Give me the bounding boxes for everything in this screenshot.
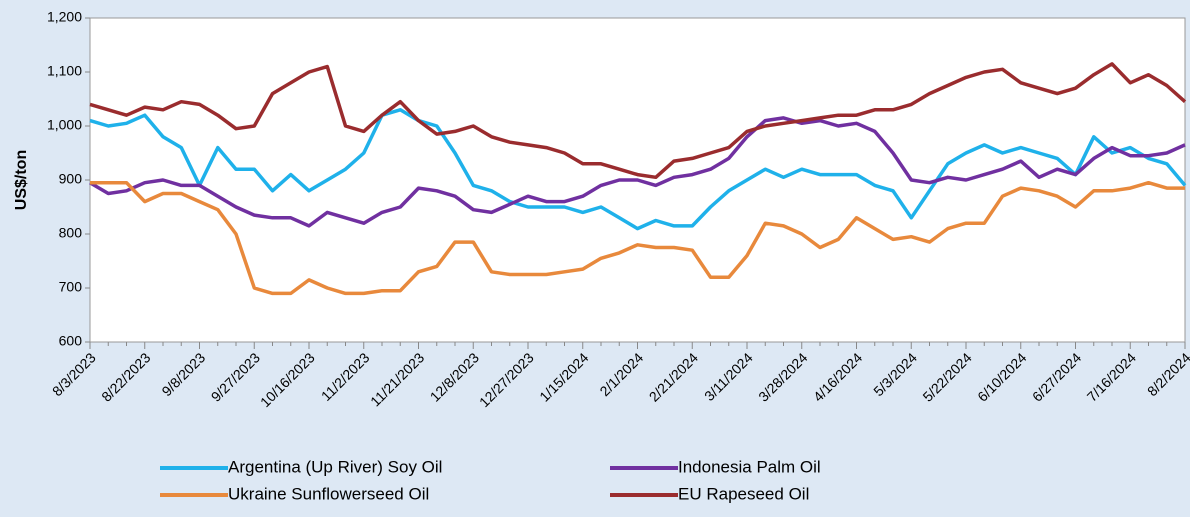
y-tick-label: 900 [59, 171, 83, 187]
x-tick-label: 2/21/2024 [646, 349, 702, 405]
x-tick-label: 11/21/2023 [367, 349, 427, 409]
x-tick-label: 5/22/2024 [919, 349, 975, 405]
x-tick-label: 12/8/2023 [427, 349, 483, 405]
y-tick-label: 600 [59, 333, 83, 349]
x-tick-label: 1/15/2024 [536, 349, 592, 405]
series-line [90, 180, 1185, 296]
x-tick-label: 9/8/2023 [158, 349, 208, 399]
x-tick-label: 12/27/2023 [476, 349, 537, 410]
x-tick-label: 2/1/2024 [596, 349, 646, 399]
x-tick-label: 11/2/2023 [318, 349, 373, 404]
y-tick-label: 1,100 [47, 63, 82, 79]
x-tick-label: 7/16/2024 [1084, 349, 1140, 405]
legend-label: Indonesia Palm Oil [678, 457, 821, 476]
x-tick-label: 3/28/2024 [755, 349, 811, 405]
series-line [89, 108, 1187, 231]
x-tick-label: 3/11/2024 [701, 349, 756, 404]
x-tick-label: 10/16/2023 [257, 349, 318, 410]
x-tick-label: 8/2/2024 [1144, 349, 1190, 399]
legend-label: Ukraine Sunflowerseed Oil [228, 484, 429, 503]
x-tick-label: 8/22/2023 [98, 349, 154, 405]
x-tick-label: 5/3/2024 [870, 349, 920, 399]
legend-label: Argentina (Up River) Soy Oil [228, 457, 442, 476]
x-tick-label: 9/27/2023 [208, 349, 264, 405]
x-tick-label: 6/27/2024 [1029, 349, 1085, 405]
y-tick-label: 1,200 [47, 9, 82, 25]
x-tick-label: 6/10/2024 [974, 349, 1030, 405]
x-tick-label: 8/3/2023 [49, 349, 99, 399]
series-line [89, 116, 1186, 228]
y-tick-label: 800 [59, 225, 83, 241]
series-line [89, 62, 1187, 180]
y-axis-label: US$/ton [13, 150, 30, 210]
y-tick-label: 700 [59, 279, 83, 295]
legend-label: EU Rapeseed Oil [678, 484, 809, 503]
y-tick-label: 1,000 [47, 117, 82, 133]
x-tick-label: 4/16/2024 [810, 349, 866, 405]
